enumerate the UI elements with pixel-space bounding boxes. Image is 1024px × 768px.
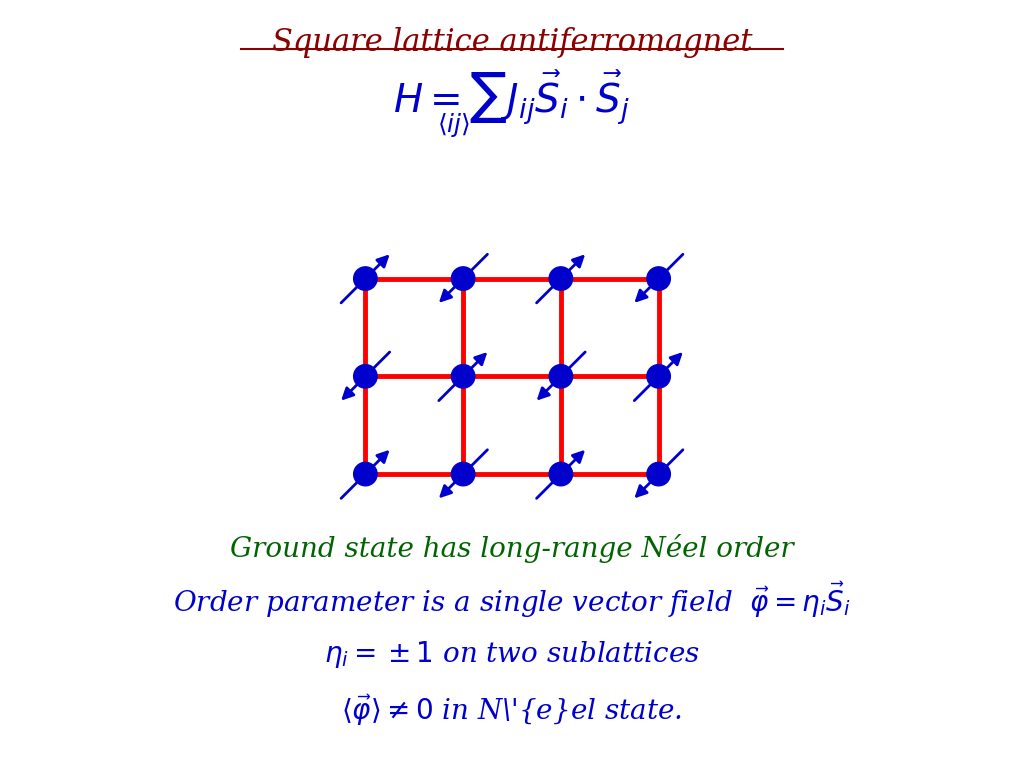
Circle shape: [647, 266, 671, 290]
Text: $\langle \vec{\varphi} \rangle \neq 0$ in N\'{e}el state.: $\langle \vec{\varphi} \rangle \neq 0$ i…: [341, 693, 683, 728]
Circle shape: [549, 365, 572, 388]
Circle shape: [549, 462, 572, 486]
Circle shape: [647, 462, 671, 486]
Text: Order parameter is a single vector field  $\vec{\varphi} = \eta_i \vec{S}_i$: Order parameter is a single vector field…: [173, 580, 851, 620]
Circle shape: [452, 365, 475, 388]
Text: Square lattice antiferromagnet: Square lattice antiferromagnet: [271, 27, 753, 58]
Text: $\langle ij \rangle$: $\langle ij \rangle$: [437, 111, 470, 139]
Circle shape: [647, 365, 671, 388]
Circle shape: [353, 266, 377, 290]
Text: $H = \sum J_{ij}\vec{S}_i \cdot \vec{S}_j$: $H = \sum J_{ij}\vec{S}_i \cdot \vec{S}_…: [393, 69, 631, 128]
Text: $\eta_i = \pm 1$ on two sublattices: $\eta_i = \pm 1$ on two sublattices: [324, 639, 700, 670]
Circle shape: [452, 462, 475, 486]
Circle shape: [452, 266, 475, 290]
Circle shape: [353, 365, 377, 388]
Circle shape: [549, 266, 572, 290]
Text: Ground state has long-range Néel order: Ground state has long-range Néel order: [230, 534, 794, 563]
Circle shape: [353, 462, 377, 486]
